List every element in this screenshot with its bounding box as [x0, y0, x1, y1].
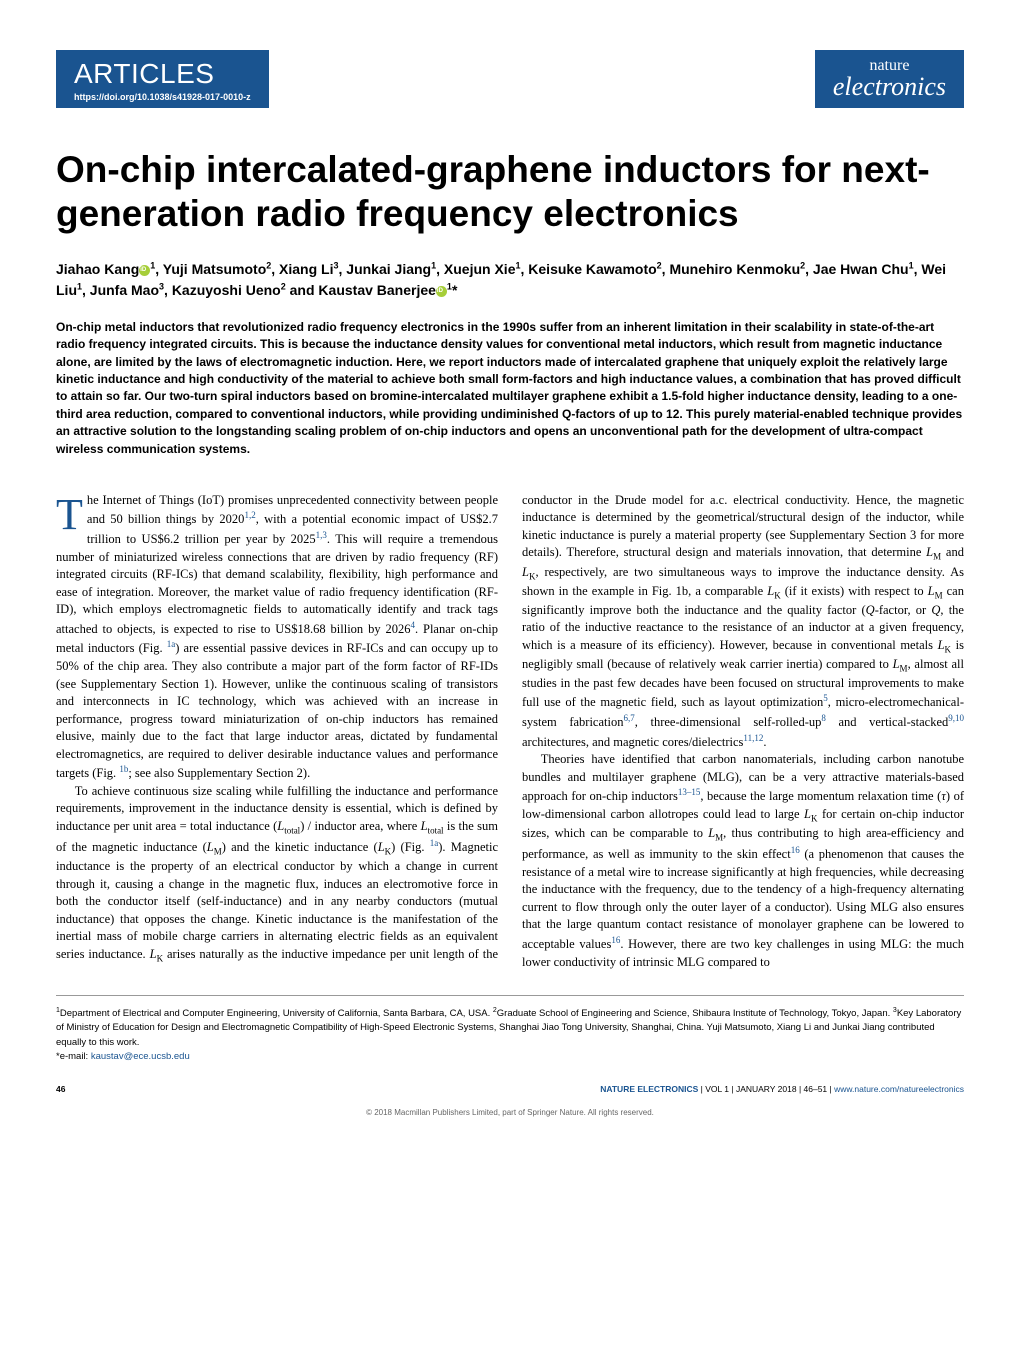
citation-ref: 16	[611, 935, 620, 945]
header-bar: ARTICLES https://doi.org/10.1038/s41928-…	[56, 50, 964, 108]
email-label: *e-mail:	[56, 1051, 91, 1062]
page-footer: 46 NATURE ELECTRONICS | VOL 1 | JANUARY …	[56, 1084, 964, 1094]
vol-info: | VOL 1 | JANUARY 2018 | 46–51 |	[698, 1084, 834, 1094]
section-label: ARTICLES	[74, 58, 251, 90]
affil-text: Graduate School of Engineering and Scien…	[497, 1008, 893, 1019]
body-span: and	[941, 545, 964, 559]
citation-ref: 16	[791, 845, 800, 855]
body-span: . This will require a tremendous number …	[56, 532, 498, 636]
section-block: ARTICLES https://doi.org/10.1038/s41928-…	[56, 50, 269, 108]
author: and Kaustav Banerjee	[286, 282, 436, 298]
author: , Junfa Mao	[82, 282, 159, 298]
journal-brand: nature electronics	[815, 50, 964, 108]
body-span: (a phenomenon that causes the resistance…	[522, 847, 964, 951]
var: L	[421, 819, 428, 833]
abstract: On-chip metal inductors that revolutioni…	[56, 319, 964, 458]
var: L	[378, 840, 385, 854]
author: , Xiang Li	[271, 261, 333, 277]
body-span: -factor, or	[875, 603, 932, 617]
page-number: 46	[56, 1084, 65, 1094]
body-span: architectures, and magnetic cores/dielec…	[522, 735, 743, 749]
var: L	[150, 947, 157, 961]
affiliations: 1Department of Electrical and Computer E…	[56, 995, 964, 1064]
author: , Jae Hwan Chu	[805, 261, 908, 277]
body-span: , because the large momentum relaxation …	[700, 790, 941, 804]
var: L	[522, 565, 529, 579]
article-title: On-chip intercalated-graphene inductors …	[56, 148, 964, 237]
body-span: ). Magnetic inductance is the property o…	[56, 840, 498, 961]
author: , Keisuke Kawamoto	[521, 261, 657, 277]
body-span: ) / inductor area, where	[300, 819, 420, 833]
var: L	[938, 638, 945, 652]
var: Q	[866, 603, 875, 617]
orcid-icon	[139, 265, 150, 276]
author: Jiahao Kang	[56, 261, 139, 277]
var-sub: total	[428, 825, 444, 835]
orcid-icon	[436, 286, 447, 297]
citation-info: NATURE ELECTRONICS | VOL 1 | JANUARY 201…	[600, 1084, 964, 1094]
var-sub: M	[900, 663, 908, 673]
var: L	[893, 657, 900, 671]
var: L	[928, 584, 935, 598]
journal-url[interactable]: www.nature.com/natureelectronics	[834, 1084, 964, 1094]
var: L	[207, 840, 214, 854]
author: , Kazuyoshi Ueno	[164, 282, 281, 298]
corresponding-star: *	[452, 282, 457, 298]
body-span: (if it exists) with respect to	[781, 584, 928, 598]
var-sub: M	[935, 590, 943, 600]
figure-ref: 1a	[167, 639, 176, 649]
var: L	[804, 807, 811, 821]
citation-ref: 6,7	[623, 713, 634, 723]
doi: https://doi.org/10.1038/s41928-017-0010-…	[74, 92, 251, 102]
figure-ref: 1a	[430, 838, 439, 848]
citation-ref: 1,2	[244, 510, 255, 520]
body-span: .	[763, 735, 766, 749]
body-span: ) (Fig.	[391, 840, 430, 854]
copyright: © 2018 Macmillan Publishers Limited, par…	[56, 1108, 964, 1117]
body-span: and vertical-stacked	[826, 715, 948, 729]
author: , Munehiro Kenmoku	[662, 261, 800, 277]
journal-name-bottom: electronics	[833, 74, 946, 100]
body-text: The Internet of Things (IoT) promises un…	[56, 492, 964, 971]
journal-cite: NATURE ELECTRONICS	[600, 1084, 698, 1094]
var-sub: M	[214, 846, 222, 856]
author: , Junkai Jiang	[339, 261, 432, 277]
body-span: , three-dimensional self-rolled-up	[635, 715, 822, 729]
var-sub: M	[715, 833, 723, 843]
figure-ref: 1b	[119, 764, 128, 774]
citation-ref: 9,10	[948, 713, 964, 723]
body-span: ; see also Supplementary Section 2).	[128, 766, 310, 780]
affil-text: Department of Electrical and Computer En…	[60, 1008, 493, 1019]
author-list: Jiahao Kang1, Yuji Matsumoto2, Xiang Li3…	[56, 259, 964, 301]
author: , Xuejun Xie	[436, 261, 515, 277]
citation-ref: 11,12	[743, 733, 763, 743]
citation-ref: 13–15	[678, 787, 701, 797]
author: , Yuji Matsumoto	[155, 261, 266, 277]
body-span: ) are essential passive devices in RF-IC…	[56, 642, 498, 781]
citation-ref: 1,3	[316, 530, 327, 540]
var-sub: total	[284, 825, 300, 835]
body-span: ) and the kinetic inductance (	[222, 840, 378, 854]
corresponding-email[interactable]: kaustav@ece.ucsb.edu	[91, 1051, 190, 1062]
var-sub: M	[933, 552, 941, 562]
